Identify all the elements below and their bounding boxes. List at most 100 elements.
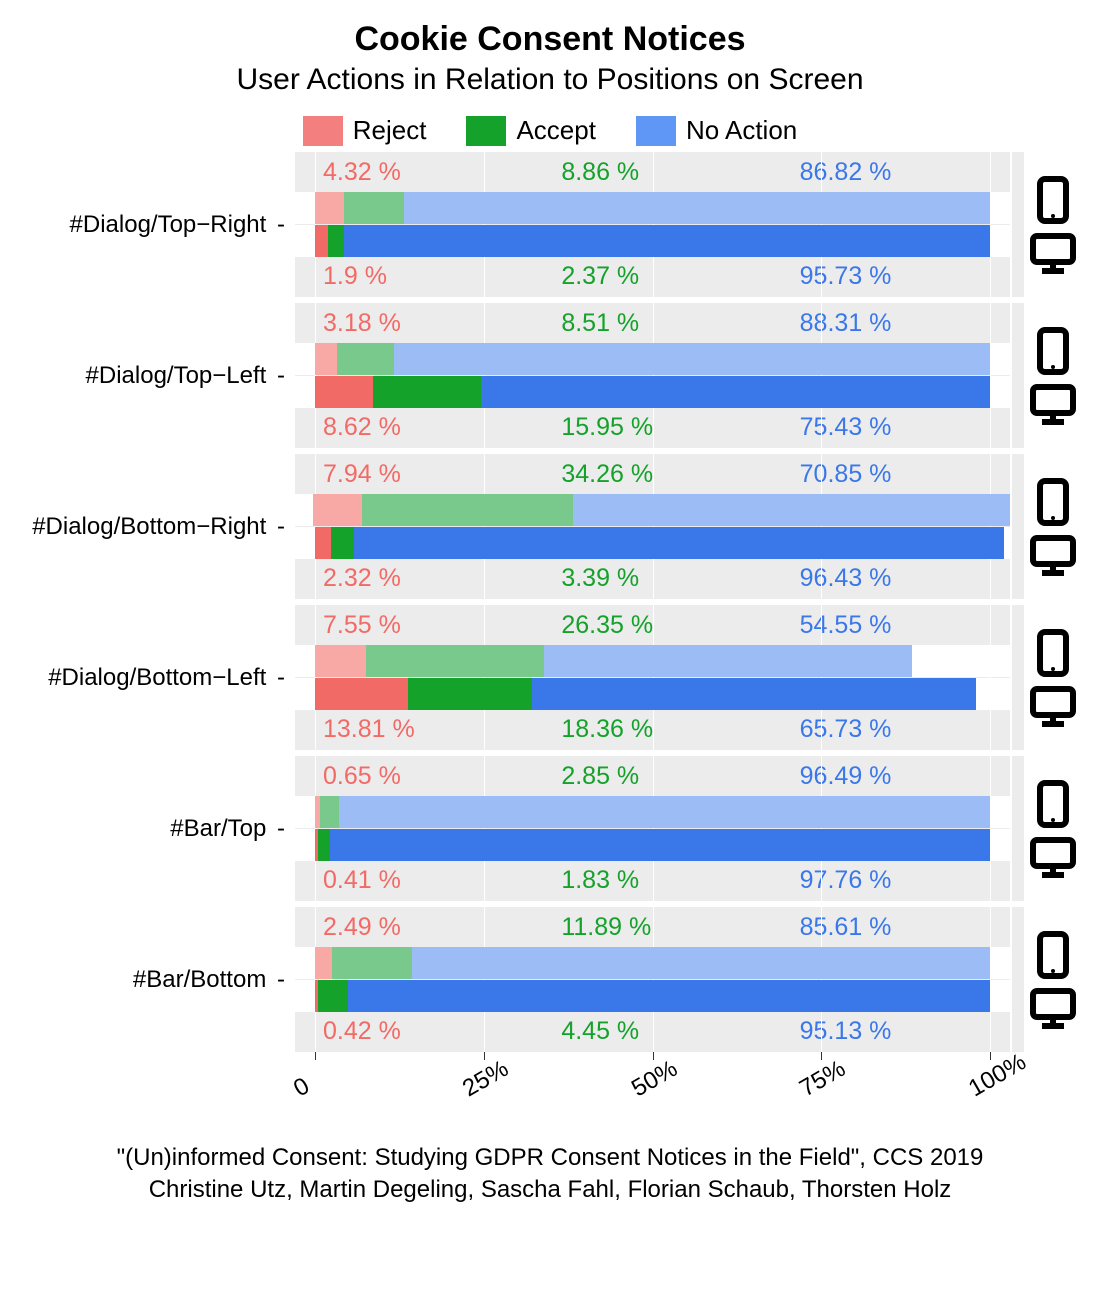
percent-reject: 4.32 % xyxy=(295,158,533,187)
percent-row: 7.55 %26.35 %54.55 % xyxy=(295,605,1010,644)
bar-segment-noaction xyxy=(532,678,975,710)
percent-noaction: 97.76 % xyxy=(772,866,1010,895)
device-icons xyxy=(1018,907,1088,1052)
percent-noaction: 75.43 % xyxy=(772,413,1010,442)
bar-segment-accept xyxy=(332,947,412,979)
percent-row: 2.49 %11.89 %85.61 % xyxy=(295,907,1010,946)
percent-accept: 3.39 % xyxy=(533,564,771,593)
percent-row: 0.42 %4.45 %95.13 % xyxy=(295,1013,1010,1052)
bar-row xyxy=(295,494,1010,526)
percent-reject: 0.65 % xyxy=(295,762,533,791)
bar-segment-accept xyxy=(320,796,339,828)
mobile-icon xyxy=(1036,175,1070,225)
percent-accept: 1.83 % xyxy=(533,866,771,895)
percent-noaction: 95.73 % xyxy=(772,262,1010,291)
facet-label: #Bar/Top xyxy=(170,815,285,843)
percent-reject: 7.55 % xyxy=(295,611,533,640)
bar-row xyxy=(295,645,1010,677)
percent-reject: 0.42 % xyxy=(295,1017,533,1046)
x-tick xyxy=(821,1052,822,1060)
facet-label: #Dialog/Bottom−Right xyxy=(32,513,285,541)
facet-label: #Dialog/Top−Right xyxy=(70,211,285,239)
facet: #Dialog/Top−Left 3.18 %8.51 %88.31 %8.62… xyxy=(295,303,1010,448)
bar-segment-noaction xyxy=(330,829,989,861)
percent-accept: 18.36 % xyxy=(533,715,771,744)
percent-accept: 2.37 % xyxy=(533,262,771,291)
percent-row: 1.9 %2.37 %95.73 % xyxy=(295,258,1010,297)
bar-segment-reject xyxy=(315,527,331,559)
x-tick-label: 100% xyxy=(964,1048,1031,1103)
legend-item: Accept xyxy=(466,115,596,146)
percent-noaction: 96.49 % xyxy=(772,762,1010,791)
x-tick-label: 50% xyxy=(627,1055,683,1103)
device-icons xyxy=(1018,303,1088,448)
percent-row: 0.41 %1.83 %97.76 % xyxy=(295,862,1010,901)
percent-noaction: 85.61 % xyxy=(772,913,1010,942)
percent-accept: 4.45 % xyxy=(533,1017,771,1046)
percent-reject: 0.41 % xyxy=(295,866,533,895)
bar-row xyxy=(295,343,1010,375)
legend-item: Reject xyxy=(303,115,427,146)
x-tick-label: 75% xyxy=(795,1055,851,1103)
bar-segment-noaction xyxy=(544,645,912,677)
device-icons xyxy=(1018,454,1088,599)
percent-accept: 8.86 % xyxy=(533,158,771,187)
legend-swatch xyxy=(466,116,506,146)
bar-segment-accept xyxy=(408,678,532,710)
mobile-icon xyxy=(1036,477,1070,527)
facet: #Dialog/Bottom−Left 7.55 %26.35 %54.55 %… xyxy=(295,605,1010,750)
percent-row: 7.94 %34.26 %70.85 % xyxy=(295,454,1010,493)
percent-accept: 26.35 % xyxy=(533,611,771,640)
percent-row: 2.32 %3.39 %96.43 % xyxy=(295,560,1010,599)
facet-label-col: #Dialog/Top−Left xyxy=(5,303,285,448)
legend-swatch xyxy=(303,116,343,146)
facet: #Bar/Top 0.65 %2.85 %96.49 %0.41 %1.83 %… xyxy=(295,756,1010,901)
percent-reject: 8.62 % xyxy=(295,413,533,442)
facet-label: #Bar/Bottom xyxy=(133,966,285,994)
chart-caption: "(Un)informed Consent: Studying GDPR Con… xyxy=(0,1142,1100,1207)
percent-accept: 15.95 % xyxy=(533,413,771,442)
facet-label: #Dialog/Bottom−Left xyxy=(48,664,285,692)
bar-segment-reject xyxy=(315,343,336,375)
bar-segment-noaction xyxy=(348,980,990,1012)
percent-reject: 1.9 % xyxy=(295,262,533,291)
facet-label-col: #Bar/Bottom xyxy=(5,907,285,1052)
bar-row xyxy=(295,678,1010,710)
percent-row: 0.65 %2.85 %96.49 % xyxy=(295,756,1010,795)
legend-swatch xyxy=(636,116,676,146)
mobile-icon xyxy=(1036,930,1070,980)
facet-label-col: #Bar/Top xyxy=(5,756,285,901)
bar-segment-reject xyxy=(315,947,332,979)
bar-row xyxy=(295,829,1010,861)
bar-segment-noaction xyxy=(394,343,990,375)
percent-reject: 3.18 % xyxy=(295,309,533,338)
bar-segment-accept xyxy=(344,192,404,224)
bar-row xyxy=(295,192,1010,224)
bar-row xyxy=(295,527,1010,559)
facet-label-col: #Dialog/Bottom−Right xyxy=(5,454,285,599)
chart-subtitle: User Actions in Relation to Positions on… xyxy=(0,63,1100,97)
legend-item: No Action xyxy=(636,115,797,146)
percent-accept: 8.51 % xyxy=(533,309,771,338)
percent-accept: 2.85 % xyxy=(533,762,771,791)
bar-segment-accept xyxy=(328,225,344,257)
chart-container: Cookie Consent Notices User Actions in R… xyxy=(0,0,1100,1307)
percent-reject: 2.32 % xyxy=(295,564,533,593)
percent-row: 13.81 %18.36 %65.73 % xyxy=(295,711,1010,750)
bar-row xyxy=(295,225,1010,257)
bar-row xyxy=(295,980,1010,1012)
percent-noaction: 70.85 % xyxy=(772,460,1010,489)
chart-title: Cookie Consent Notices xyxy=(0,0,1100,59)
bar-segment-reject xyxy=(313,494,362,526)
mobile-icon xyxy=(1036,779,1070,829)
facet-label: #Dialog/Top−Left xyxy=(86,362,285,390)
percent-noaction: 54.55 % xyxy=(772,611,1010,640)
percent-row: 3.18 %8.51 %88.31 % xyxy=(295,303,1010,342)
bar-segment-accept xyxy=(318,980,348,1012)
bar-segment-noaction xyxy=(344,225,990,257)
desktop-icon xyxy=(1028,382,1078,426)
chart-plot-area: #Dialog/Top−Right 4.32 %8.86 %86.82 %1.9… xyxy=(295,152,1010,1052)
bar-segment-noaction xyxy=(481,376,990,408)
bar-segment-noaction xyxy=(412,947,989,979)
facet: #Bar/Bottom 2.49 %11.89 %85.61 %0.42 %4.… xyxy=(295,907,1010,1052)
